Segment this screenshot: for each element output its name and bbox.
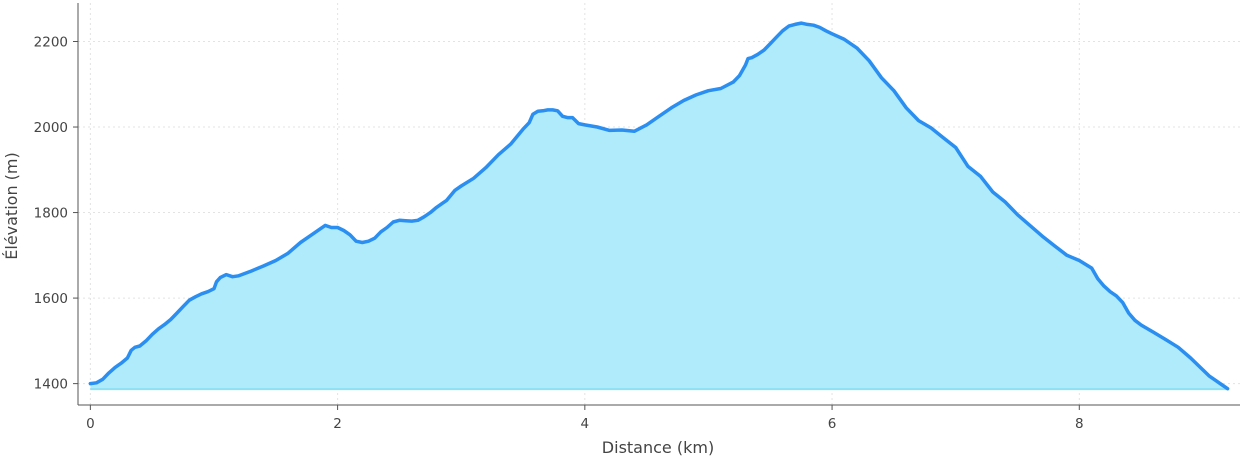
x-axis-label: Distance (km)	[602, 438, 714, 457]
y-axis-label: Élévation (m)	[2, 152, 21, 259]
y-tick-label: 1600	[34, 291, 68, 307]
y-tick-label: 2200	[34, 34, 68, 50]
y-tick-label: 1800	[34, 206, 68, 222]
x-tick-label: 8	[1075, 416, 1084, 432]
x-tick-label: 0	[86, 416, 95, 432]
y-tick-label: 1400	[34, 377, 68, 393]
y-ticks: 1400 1600 1800 2000 2200	[34, 34, 78, 393]
elevation-area-fill	[90, 23, 1228, 390]
x-tick-label: 2	[333, 416, 342, 432]
area-layer	[88, 21, 1230, 391]
x-tick-label: 6	[828, 416, 837, 432]
x-tick-label: 4	[581, 416, 590, 432]
x-ticks: 0 2 4 6 8	[86, 405, 1084, 432]
axes	[77, 3, 1240, 406]
elevation-line	[88, 21, 1230, 391]
y-tick-label: 2000	[34, 120, 68, 136]
